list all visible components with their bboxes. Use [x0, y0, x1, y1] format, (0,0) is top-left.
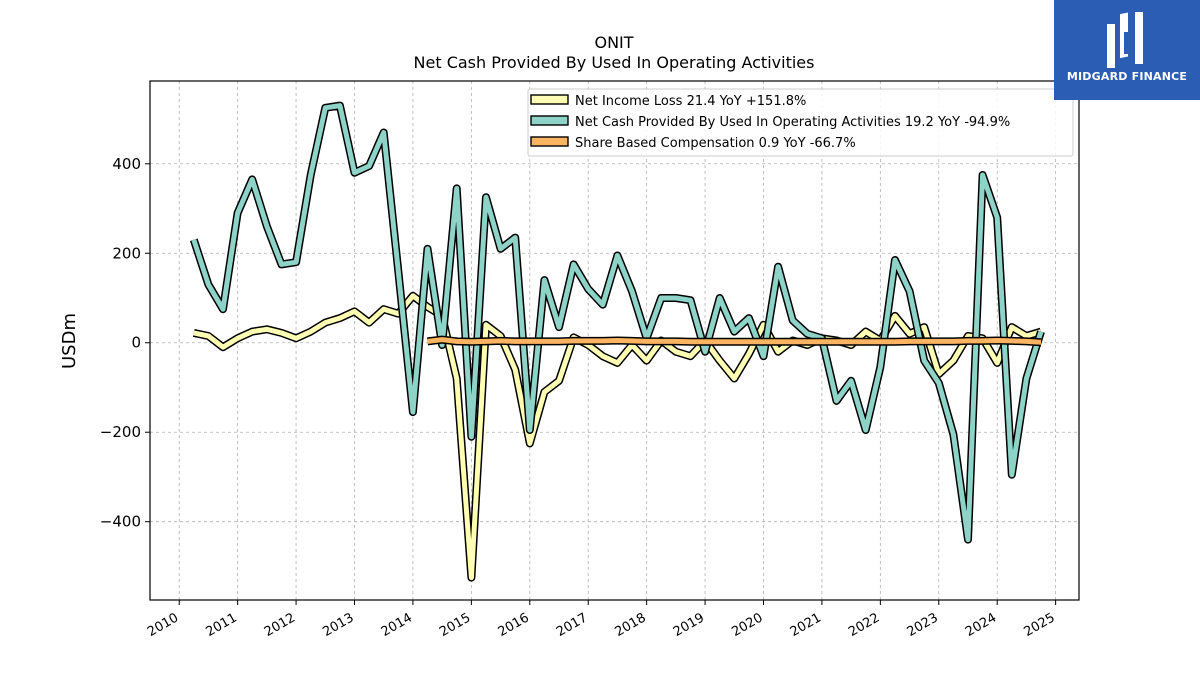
y-tick-label: 0: [131, 334, 141, 352]
plot-frame: [149, 80, 1080, 601]
y-ticks: −400 −200 0 200 400: [100, 155, 150, 531]
x-tick-label: 2010: [145, 610, 181, 640]
y-axis-label: USDm: [59, 313, 80, 369]
x-tick-label: 2025: [1021, 610, 1057, 640]
logo-mark-icon: [1107, 12, 1143, 68]
series-line-0: [193, 293, 1042, 581]
x-tick-label: 2014: [379, 610, 415, 640]
x-tick-label: 2011: [203, 610, 239, 640]
legend-label-0: Net Income Loss 21.4 YoY +151.8%: [575, 94, 806, 109]
legend-label-1: Net Cash Provided By Used In Operating A…: [575, 115, 1010, 130]
x-tick-label: 2015: [437, 610, 473, 640]
legend-swatch-0: [530, 94, 569, 105]
y-tick-label: −400: [100, 513, 141, 531]
x-tick-label: 2016: [496, 610, 532, 640]
x-tick-label: 2017: [554, 610, 590, 640]
legend-label-2: Share Based Compensation 0.9 YoY -66.7%: [575, 136, 856, 151]
logo-text: MIDGARD FINANCE: [1066, 70, 1188, 83]
legend-swatch-1: [530, 115, 569, 126]
x-tick-label: 2018: [612, 610, 648, 640]
x-tick-label: 2022: [846, 610, 882, 640]
y-tick-label: 200: [112, 244, 141, 262]
legend-box: [527, 88, 1074, 157]
x-ticks: 2010 2011 2012 2013 2014 2015 2016 2017 2018 2019…: [145, 600, 1058, 640]
x-tick-label: 2019: [671, 610, 707, 640]
y-tick-label: 400: [112, 155, 141, 173]
y-tick-label: −200: [100, 423, 141, 441]
legend-swatch-2: [530, 136, 569, 147]
x-tick-label: 2020: [729, 610, 765, 640]
x-tick-label: 2012: [262, 610, 298, 640]
x-tick-label: 2024: [963, 610, 999, 640]
x-tick-label: 2023: [905, 610, 941, 640]
chart-title: ONIT: [594, 33, 633, 52]
brand-logo: MIDGARD FINANCE: [1054, 0, 1200, 100]
x-tick-label: 2013: [320, 610, 356, 640]
legend: Net Income Loss 21.4 YoY +151.8% Net Cash…: [527, 88, 1074, 157]
chart-subtitle: Net Cash Provided By Used In Operating A…: [414, 53, 815, 72]
x-tick-label: 2021: [788, 610, 824, 640]
series-layer: [189, 101, 1045, 582]
series-line-1: [191, 103, 1044, 543]
series-line-2: [427, 337, 1042, 345]
